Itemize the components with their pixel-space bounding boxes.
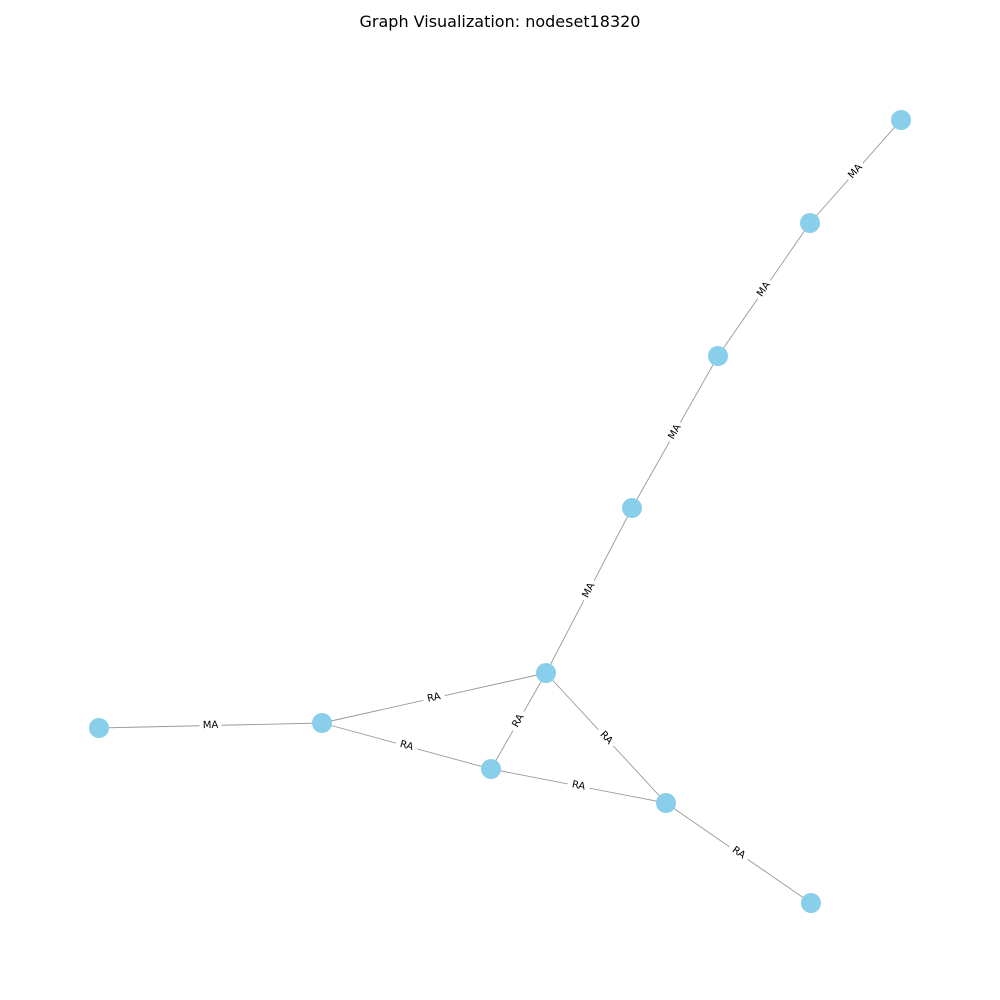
node-n1 [891, 110, 911, 130]
edge-label-bg [394, 736, 419, 756]
edge-label: RA [566, 777, 591, 795]
edge-labels-layer: MA MA MA MA RA RA RA MA RA RA RA [199, 158, 869, 866]
edge-label-bg [577, 577, 601, 604]
edge-label-text: RA [571, 779, 586, 792]
node-n9 [89, 718, 109, 738]
edge-label-bg [566, 777, 591, 795]
edges-layer [98, 119, 902, 904]
edge-label: RA [725, 840, 752, 866]
edge-label-text: RA [399, 739, 415, 753]
edge-label-bg [725, 840, 752, 866]
edge-label-text: MA [203, 720, 219, 731]
node-n5 [536, 663, 556, 683]
node-n7 [481, 759, 501, 779]
edge-label-bg [506, 707, 531, 735]
edge-label-bg [421, 688, 447, 708]
edge-label: MA [751, 276, 777, 303]
edge-label-bg [199, 718, 222, 733]
edge-label: MA [842, 158, 869, 185]
nodes-layer [89, 110, 911, 913]
edge-label-bg [842, 158, 869, 185]
edge-label: MA [663, 418, 687, 446]
node-n6 [312, 713, 332, 733]
node-n10 [801, 893, 821, 913]
edge-label: RA [421, 688, 447, 708]
node-n2 [800, 213, 820, 233]
edge-label: RA [593, 725, 619, 751]
graph-title: Graph Visualization: nodeset18320 [359, 12, 641, 31]
node-n4 [622, 498, 642, 518]
edge-label-text: RA [426, 691, 442, 705]
edge-label: MA [199, 718, 222, 733]
edge-label-bg [593, 725, 619, 751]
node-n8 [656, 793, 676, 813]
edge-label: MA [577, 577, 601, 604]
node-n3 [708, 346, 728, 366]
edge-label: RA [506, 707, 531, 735]
edge-label-bg [751, 276, 777, 303]
edge-label: RA [394, 736, 419, 756]
edge-label-bg [663, 418, 687, 446]
